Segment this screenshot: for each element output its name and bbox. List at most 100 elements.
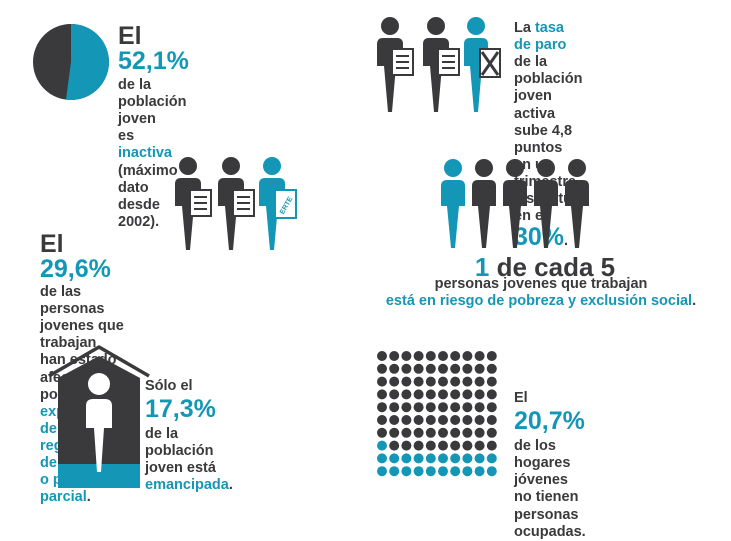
household-dot bbox=[486, 415, 497, 425]
person-icon bbox=[565, 159, 589, 248]
household-dot bbox=[474, 427, 485, 438]
unemployment-l5end: . bbox=[564, 233, 569, 250]
household-dot bbox=[474, 363, 485, 374]
household-dot bbox=[438, 402, 448, 413]
household-dot bbox=[486, 389, 497, 400]
household-dot bbox=[486, 466, 497, 477]
unemployment-value: 30% bbox=[514, 223, 565, 252]
household-dot bbox=[486, 440, 497, 451]
household-dot bbox=[413, 351, 424, 361]
unemployment-l1b: tasa de paro bbox=[514, 20, 567, 54]
households-value: 20,7% bbox=[514, 407, 585, 436]
household-dot bbox=[401, 453, 412, 464]
poverty-l2: personas jovenes que trabajan bbox=[434, 276, 648, 292]
household-dot bbox=[462, 466, 473, 477]
household-dot bbox=[438, 363, 448, 374]
household-dot bbox=[377, 351, 387, 361]
unemployment-l1a: La bbox=[514, 20, 535, 36]
pie-slice-inactive bbox=[66, 24, 109, 101]
household-dot bbox=[486, 453, 497, 464]
erte-l4b: . bbox=[86, 489, 91, 506]
households-dot-grid bbox=[377, 351, 497, 477]
household-dot bbox=[486, 376, 497, 387]
household-dot bbox=[389, 466, 400, 477]
household-dot bbox=[425, 466, 436, 477]
household-dot bbox=[450, 363, 461, 374]
household-dot bbox=[389, 427, 400, 438]
household-dot bbox=[425, 351, 436, 361]
household-dot bbox=[401, 427, 412, 438]
household-dot bbox=[401, 389, 412, 400]
household-dot bbox=[425, 376, 436, 387]
household-dot bbox=[462, 363, 473, 374]
household-dot bbox=[474, 402, 485, 413]
emancipation-text: Sólo el 17,3% de la población joven está… bbox=[145, 378, 233, 495]
emancipation-l5a: emancipada bbox=[145, 477, 229, 494]
inactive-lead: El bbox=[118, 22, 142, 50]
household-dot bbox=[438, 427, 448, 438]
household-dot bbox=[486, 363, 497, 374]
household-dot bbox=[377, 415, 387, 425]
household-dot bbox=[462, 351, 473, 361]
poverty-text-lines: personas jovenes que trabajan está en ri… bbox=[371, 276, 711, 310]
household-dot bbox=[450, 376, 461, 387]
emancipation-l1: Sólo el bbox=[145, 378, 193, 394]
households-l5: personas ocupadas. bbox=[514, 506, 586, 540]
household-dot bbox=[425, 402, 436, 413]
households-l1: El bbox=[514, 390, 528, 406]
household-dot bbox=[377, 427, 387, 438]
households-l4: jóvenes no tienen bbox=[514, 472, 579, 506]
household-dot bbox=[389, 351, 400, 361]
household-dot bbox=[474, 389, 485, 400]
poverty-text: 1 de cada 5 bbox=[380, 254, 710, 280]
household-dot bbox=[450, 415, 461, 425]
inactive-value: 52,1% bbox=[118, 47, 189, 75]
household-dot bbox=[450, 466, 461, 477]
household-dot bbox=[389, 453, 400, 464]
household-dot bbox=[462, 402, 473, 413]
household-dot bbox=[389, 376, 400, 387]
erte-value: 29,6% bbox=[40, 255, 111, 283]
household-dot bbox=[462, 376, 473, 387]
household-dot bbox=[462, 427, 473, 438]
household-dot bbox=[425, 440, 436, 451]
household-dot bbox=[474, 440, 485, 451]
household-dot bbox=[413, 402, 424, 413]
household-dot bbox=[438, 440, 448, 451]
household-dot bbox=[486, 427, 497, 438]
households-text: El 20,7% de los hogares jóvenes no tiene… bbox=[514, 390, 586, 541]
worker-icon bbox=[423, 17, 460, 112]
household-dot bbox=[389, 389, 400, 400]
household-dot bbox=[401, 440, 412, 451]
household-dot bbox=[438, 415, 448, 425]
household-dot bbox=[413, 415, 424, 425]
poverty-l3b: . bbox=[692, 293, 697, 310]
household-dot bbox=[438, 351, 448, 361]
household-dot bbox=[413, 466, 424, 477]
worker-icon bbox=[175, 157, 212, 250]
household-dot bbox=[389, 415, 400, 425]
household-dot bbox=[450, 427, 461, 438]
erte-l2: de las personas jovenes que trabajan bbox=[40, 284, 124, 352]
workers-erte-icon: ERTE bbox=[175, 157, 297, 250]
household-dot bbox=[377, 402, 387, 413]
worker-icon bbox=[377, 17, 414, 112]
inactive-line3b: inactiva bbox=[118, 145, 172, 162]
house-person-icon bbox=[48, 345, 150, 488]
unemployment-l2: de la población joven activa bbox=[514, 54, 583, 122]
poverty-l3a: está en riesgo de pobreza y exclusión so… bbox=[385, 293, 693, 310]
household-dot bbox=[450, 440, 461, 451]
household-dot bbox=[474, 466, 485, 477]
household-dot bbox=[389, 363, 400, 374]
household-dot bbox=[450, 389, 461, 400]
household-dot bbox=[438, 466, 448, 477]
household-dot bbox=[486, 402, 497, 413]
person-icon bbox=[503, 159, 527, 248]
household-dot bbox=[413, 376, 424, 387]
five-people-icon bbox=[441, 159, 589, 248]
household-dot bbox=[425, 453, 436, 464]
household-dot bbox=[474, 415, 485, 425]
household-dot bbox=[425, 427, 436, 438]
household-dot bbox=[377, 389, 387, 400]
household-dot bbox=[377, 453, 387, 464]
